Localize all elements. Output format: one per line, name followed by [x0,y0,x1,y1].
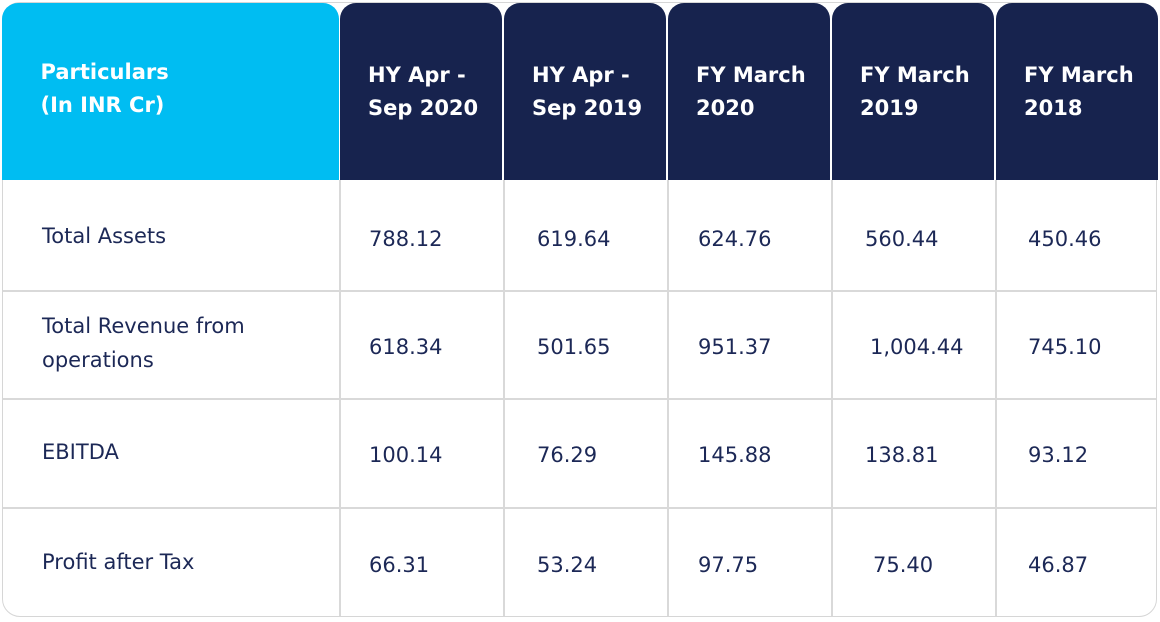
header-period-label: FY March 2020 [696,62,806,120]
header-particulars-label: Particulars (In INR Cr) [40,59,169,117]
table-cell: 75.40 [873,553,934,577]
header-fy-2019: FY March 2019 [832,3,994,180]
header-particulars: Particulars (In INR Cr) [1,3,339,180]
row-label: Profit after Tax [42,550,195,574]
table-cell: 93.12 [1028,443,1089,467]
table-cell: 66.31 [369,553,430,577]
header-period-label: HY Apr - Sep 2020 [368,62,479,120]
table-cell: 560.44 [865,227,939,251]
header-fy-2018: FY March 2018 [996,3,1158,180]
row-label: EBITDA [42,440,119,464]
row-label: Total Assets [42,224,167,248]
row-divider [3,290,1156,292]
row-label: Total Revenue from operations [42,314,245,372]
table-cell: 46.87 [1028,553,1089,577]
table-cell: 145.88 [698,443,772,467]
header-hy-2020: HY Apr - Sep 2020 [340,3,502,180]
table-cell: 745.10 [1028,335,1102,359]
header-period-label: FY March 2018 [1024,62,1134,120]
table-cell: 76.29 [537,443,598,467]
table-cell: 624.76 [698,227,772,251]
table-cell: 1,004.44 [870,335,964,359]
table-cell: 450.46 [1028,227,1102,251]
table-cell: 618.34 [369,335,443,359]
table-cell: 619.64 [537,227,611,251]
header-period-label: HY Apr - Sep 2019 [532,62,643,120]
table-cell: 501.65 [537,335,611,359]
table-cell: 788.12 [369,227,443,251]
table-cell: 97.75 [698,553,759,577]
table-cell: 100.14 [369,443,443,467]
row-divider [3,507,1156,509]
header-period-label: FY March 2019 [860,62,970,120]
table-cell: 53.24 [537,553,598,577]
header-fy-2020: FY March 2020 [668,3,830,180]
row-divider [3,398,1156,400]
table-cell: 951.37 [698,335,772,359]
header-hy-2019: HY Apr - Sep 2019 [504,3,666,180]
table-cell: 138.81 [865,443,939,467]
